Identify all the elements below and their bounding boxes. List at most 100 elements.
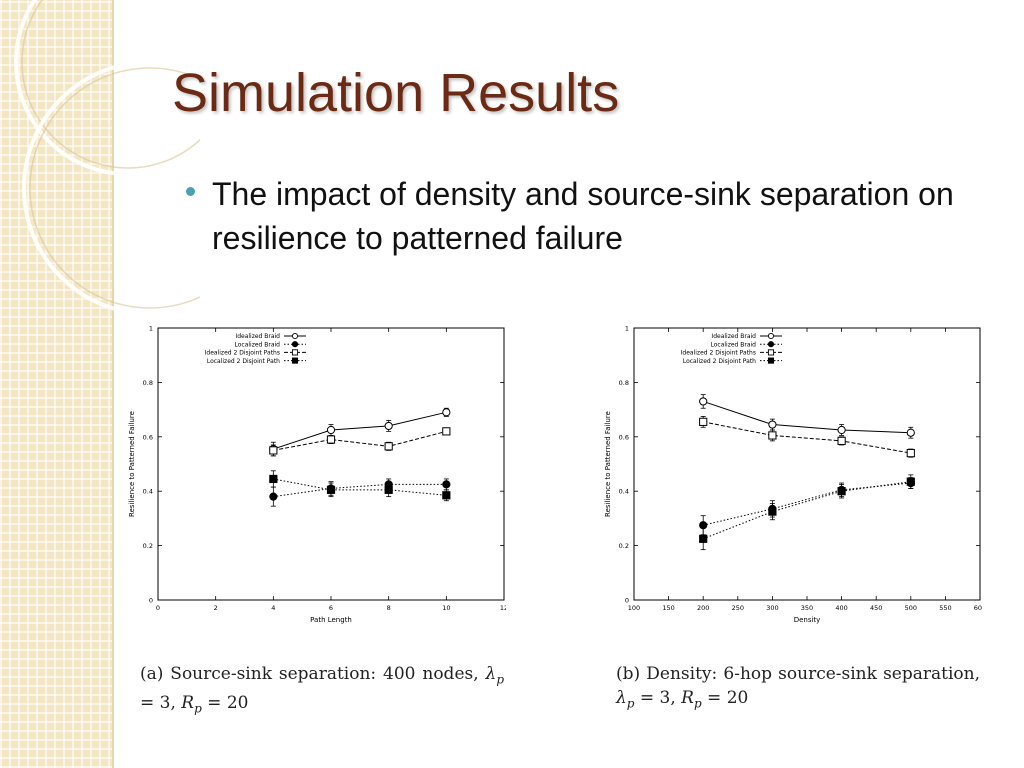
data-point — [384, 485, 393, 494]
x-tick-label: 4 — [271, 604, 275, 612]
legend-marker — [291, 332, 299, 340]
x-tick-label: 500 — [905, 604, 917, 612]
data-point — [906, 477, 915, 486]
y-tick-label: 0.8 — [619, 379, 629, 387]
legend-label: Idealized Braid — [235, 333, 280, 340]
legend-marker — [291, 349, 299, 356]
series-4 — [269, 470, 451, 502]
bullet-text: The impact of density and source-sink se… — [212, 176, 954, 256]
y-tick-label: 0.4 — [143, 488, 153, 496]
series-3 — [269, 427, 451, 457]
legend-label: Idealized 2 Disjoint Paths — [205, 350, 280, 357]
data-point — [442, 408, 451, 417]
data-point — [384, 442, 393, 451]
data-point — [326, 485, 336, 494]
data-point — [768, 420, 777, 429]
x-tick-label: 100 — [628, 604, 640, 612]
slide-title: Simulation Results — [172, 63, 620, 123]
sidebar-edge — [112, 0, 114, 768]
y-axis-label: Resilience to Patterned Failure — [604, 411, 612, 517]
data-point — [269, 492, 278, 501]
legend-marker — [767, 332, 775, 340]
y-axis-label: Resilience to Patterned Failure — [128, 411, 136, 517]
x-tick-label: 6 — [329, 604, 333, 612]
x-tick-label: 8 — [387, 604, 391, 612]
legend-label: Idealized 2 Disjoint Paths — [681, 350, 756, 357]
data-point — [906, 428, 915, 437]
y-tick-label: 0.6 — [619, 433, 629, 441]
x-tick-label: 12 — [500, 604, 506, 612]
legend-marker — [767, 349, 775, 356]
x-tick-label: 600 — [974, 604, 982, 612]
series-line — [273, 411, 447, 450]
legend-label: Localized 2 Disjoint Path — [683, 358, 756, 365]
data-point — [269, 474, 278, 484]
chart-density: 0 0.2 0.4 0.6 0.8 1 100 150 200 250 300 350 400 450 50… — [602, 318, 982, 628]
y-tick-label: 1 — [625, 325, 629, 333]
y-tick-label: 1 — [149, 325, 153, 333]
series-line — [703, 400, 911, 434]
x-tick-label: 250 — [732, 604, 744, 612]
series-line — [703, 421, 911, 454]
plot-frame — [633, 327, 981, 601]
legend-label: Idealized Braid — [711, 333, 756, 340]
series-line — [273, 430, 447, 451]
legend-marker — [291, 341, 299, 348]
series-2 — [269, 478, 451, 507]
legend-marker — [767, 357, 775, 364]
x-tick-label: 400 — [835, 604, 847, 612]
plot-frame — [157, 327, 505, 601]
x-tick-label: 2 — [214, 604, 218, 612]
data-point — [699, 397, 708, 406]
legend-marker — [767, 341, 775, 348]
series-2 — [699, 477, 915, 536]
legend-marker — [291, 357, 299, 364]
x-tick-label: 450 — [870, 604, 882, 612]
series-line — [703, 481, 911, 540]
y-tick-label: 0 — [149, 597, 153, 605]
data-point — [837, 487, 846, 496]
y-tick-label: 0.2 — [143, 542, 153, 550]
data-point — [442, 480, 451, 489]
y-tick-label: 0.8 — [143, 379, 153, 387]
data-point — [768, 507, 777, 516]
data-point — [768, 431, 777, 440]
bullet-icon — [186, 187, 195, 196]
chart-path-length: 00.20.40.60.81024681012Path LengthResili… — [126, 318, 506, 628]
data-point — [442, 427, 451, 436]
series-line — [273, 478, 447, 496]
legend-label: Localized Braid — [234, 341, 280, 348]
legend-label: Localized Braid — [710, 341, 756, 348]
data-point — [326, 425, 336, 435]
x-tick-label: 300 — [766, 604, 778, 612]
y-tick-label: 0.6 — [143, 433, 153, 441]
y-tick-label: 0.2 — [619, 542, 629, 550]
data-point — [269, 446, 278, 455]
caption-a: (a) Source-sink separation: 400 nodes, λ… — [140, 664, 504, 716]
data-point — [384, 421, 393, 431]
series-line — [273, 483, 447, 498]
data-point — [837, 436, 846, 445]
x-tick-label: 0 — [156, 604, 160, 612]
x-axis-label: Path Length — [310, 616, 352, 624]
x-tick-label: 200 — [697, 604, 709, 612]
x-tick-label: 350 — [801, 604, 813, 612]
y-tick-label: 0.4 — [619, 488, 629, 496]
x-tick-label: 550 — [939, 604, 951, 612]
x-axis-label: Density — [794, 616, 821, 624]
sidebar-pattern — [0, 0, 112, 768]
data-point — [906, 449, 915, 458]
x-tick-label: 150 — [662, 604, 674, 612]
data-point — [442, 491, 451, 500]
data-point — [837, 425, 846, 435]
series-4 — [699, 474, 915, 551]
y-tick-label: 0 — [625, 597, 629, 605]
x-tick-label: 10 — [442, 604, 450, 612]
series-3 — [699, 416, 915, 458]
caption-b: (b) Density: 6-hop source-sink separatio… — [616, 664, 980, 711]
data-point — [326, 435, 336, 444]
series-line — [703, 482, 911, 526]
data-point — [699, 417, 708, 426]
